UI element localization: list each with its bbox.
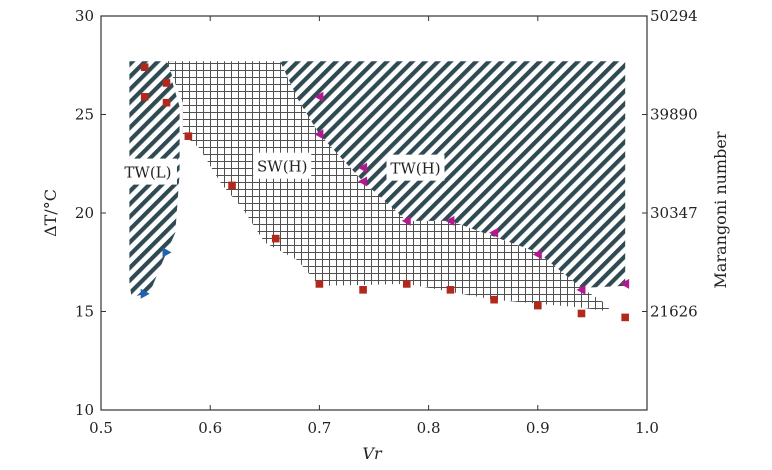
data-point-triangle-right [140,288,150,299]
y-tick-label: 10 [75,401,94,419]
region-label-bg-tw-l [118,158,177,185]
y-tick-label: 30 [75,7,94,25]
y2-tick-label: 50294 [650,7,698,25]
y2-tick-label: 39890 [650,106,698,124]
data-point-square [577,309,586,318]
x-axis: 0.5 0.6 0.7 0.8 0.9 1.0 [89,16,659,437]
region-label-bg-sw-h [253,152,312,179]
region-tw-h [280,61,626,288]
data-point-square [184,132,193,140]
data-point-square [162,79,171,87]
y2-axis: 21626 30347 39890 50294 [642,7,698,321]
phase-regions: TW(L) SW(H) TW(H) [118,61,626,312]
data-point-square [140,63,149,72]
data-point-square [490,295,498,304]
x-tick-label: 0.5 [89,419,113,437]
x-tick-label: 0.6 [198,419,222,437]
x-axis-title: Vr [362,444,383,463]
data-point-square [534,301,542,310]
y2-axis-title: Marangoni number [711,131,730,288]
data-point-square [359,286,367,294]
data-point-triangle-left [314,129,324,140]
y-tick-label: 25 [75,106,94,124]
x-tick-label: 1.0 [635,419,659,437]
data-point-triangle-left [358,162,368,173]
region-sw-h [166,61,609,312]
data-point-square [315,280,324,288]
data-point-square [271,234,280,243]
data-point-triangle-left [401,215,411,226]
data-point-square [446,286,455,294]
data-point-square [140,92,149,101]
y-tick-label: 20 [75,204,94,222]
y-axis-title: ΔT/°C [41,189,60,237]
region-label-tw-l: TW(L) [124,164,171,182]
y2-tick-label: 30347 [650,204,698,222]
data-point-square [402,280,411,288]
data-point-triangle-left [358,176,368,187]
region-label-sw-h: SW(H) [257,158,307,176]
data-point-triangle-left [445,215,455,226]
x-tick-label: 0.9 [526,419,550,437]
y-axis: 10 15 20 25 30 [75,7,106,419]
y2-tick-label: 21626 [650,303,698,321]
data-markers [140,63,630,322]
data-point-square [621,313,629,322]
data-point-triangle-right [162,247,172,258]
data-point-square [228,181,236,190]
x-tick-label: 0.8 [417,419,441,437]
data-point-square [162,98,171,107]
data-point-triangle-left [314,91,324,102]
x-tick-label: 0.7 [307,419,331,437]
y-tick-label: 15 [75,303,94,321]
data-point-triangle-left [576,284,586,295]
data-point-triangle-left [489,227,499,238]
region-label-bg-tw-h [386,154,445,181]
data-point-triangle-left [532,249,542,260]
data-point-triangle-left [620,278,630,289]
region-label-tw-h: TW(H) [390,160,440,178]
